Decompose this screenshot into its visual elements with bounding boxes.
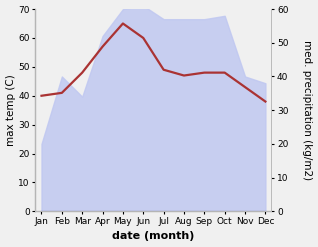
Y-axis label: med. precipitation (kg/m2): med. precipitation (kg/m2): [302, 40, 313, 180]
X-axis label: date (month): date (month): [112, 231, 195, 242]
Y-axis label: max temp (C): max temp (C): [5, 74, 16, 146]
